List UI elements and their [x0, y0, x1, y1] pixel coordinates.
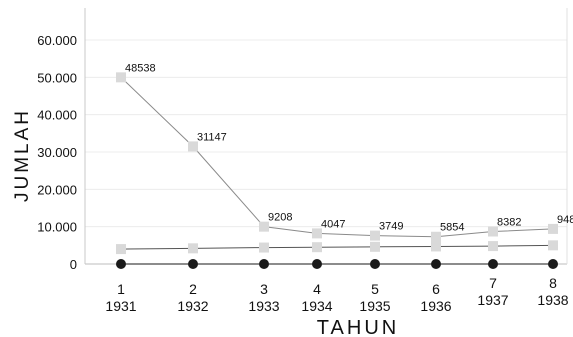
series-layer: 48538 31147 9208 4047 3749 5854 8382 9485 [116, 62, 573, 269]
data-point [116, 244, 126, 255]
data-point [188, 259, 198, 269]
data-label: 48538 [125, 62, 156, 74]
x-tick-year: 1931 [105, 298, 136, 314]
data-point [488, 259, 498, 269]
y-tick-label: 40.000 [37, 108, 77, 123]
y-tick-label: 20.000 [37, 182, 77, 197]
data-point [370, 230, 380, 241]
data-label: 4047 [321, 218, 345, 230]
y-tick-label: 30.000 [37, 145, 77, 160]
data-label: 31147 [197, 131, 227, 143]
data-point [431, 241, 441, 252]
x-tick-year: 1933 [248, 298, 279, 314]
y-axis-title: JUMLAH [12, 108, 33, 202]
y-tick-label: 50.000 [37, 70, 77, 85]
y-tick-label: 10.000 [37, 220, 77, 235]
data-label: 9208 [268, 212, 292, 224]
data-point [431, 259, 441, 269]
x-tick-index: 6 [432, 281, 440, 297]
x-tick-index: 1 [117, 281, 125, 297]
data-point [116, 72, 126, 83]
x-tick-index: 7 [489, 275, 497, 291]
data-point [188, 141, 198, 152]
data-point [259, 221, 269, 232]
series-line [120, 244, 554, 250]
x-tick-index: 4 [313, 281, 321, 297]
gridlines [85, 39, 567, 265]
data-point [312, 259, 322, 269]
data-point [548, 240, 558, 251]
data-point [259, 242, 269, 253]
data-label: 9485 [557, 214, 573, 226]
x-tick-year: 1937 [477, 292, 508, 308]
data-point [431, 231, 441, 242]
x-tick-year: 1934 [301, 298, 332, 314]
x-tick-year: 1936 [420, 298, 451, 314]
x-tick-year: 1932 [177, 298, 208, 314]
y-tick-label: 60.000 [37, 33, 77, 48]
x-tick-index: 2 [189, 281, 197, 297]
x-axis-title: TAHUN [317, 317, 399, 337]
data-point [488, 241, 498, 252]
data-point [188, 243, 198, 254]
x-tick-index: 5 [371, 281, 379, 297]
data-point [259, 259, 269, 269]
y-axis-tick-labels: 0 10.000 20.000 30.000 40.000 50.000 60.000 [37, 33, 77, 272]
x-tick-index: 3 [260, 281, 268, 297]
data-label: 8382 [497, 217, 521, 229]
x-tick-year: 1938 [537, 292, 568, 308]
data-point [548, 259, 558, 269]
data-point [312, 228, 322, 239]
x-tick-index: 8 [549, 275, 557, 291]
data-label: 3749 [379, 221, 403, 233]
x-tick-year: 1935 [359, 298, 390, 314]
data-point [488, 226, 498, 237]
data-label: 5854 [440, 222, 464, 234]
data-point [116, 259, 126, 269]
data-point [312, 242, 322, 253]
data-point [370, 241, 380, 252]
data-point [370, 259, 380, 269]
data-point [548, 223, 558, 234]
series-line [120, 76, 554, 238]
y-tick-label: 0 [70, 257, 77, 272]
